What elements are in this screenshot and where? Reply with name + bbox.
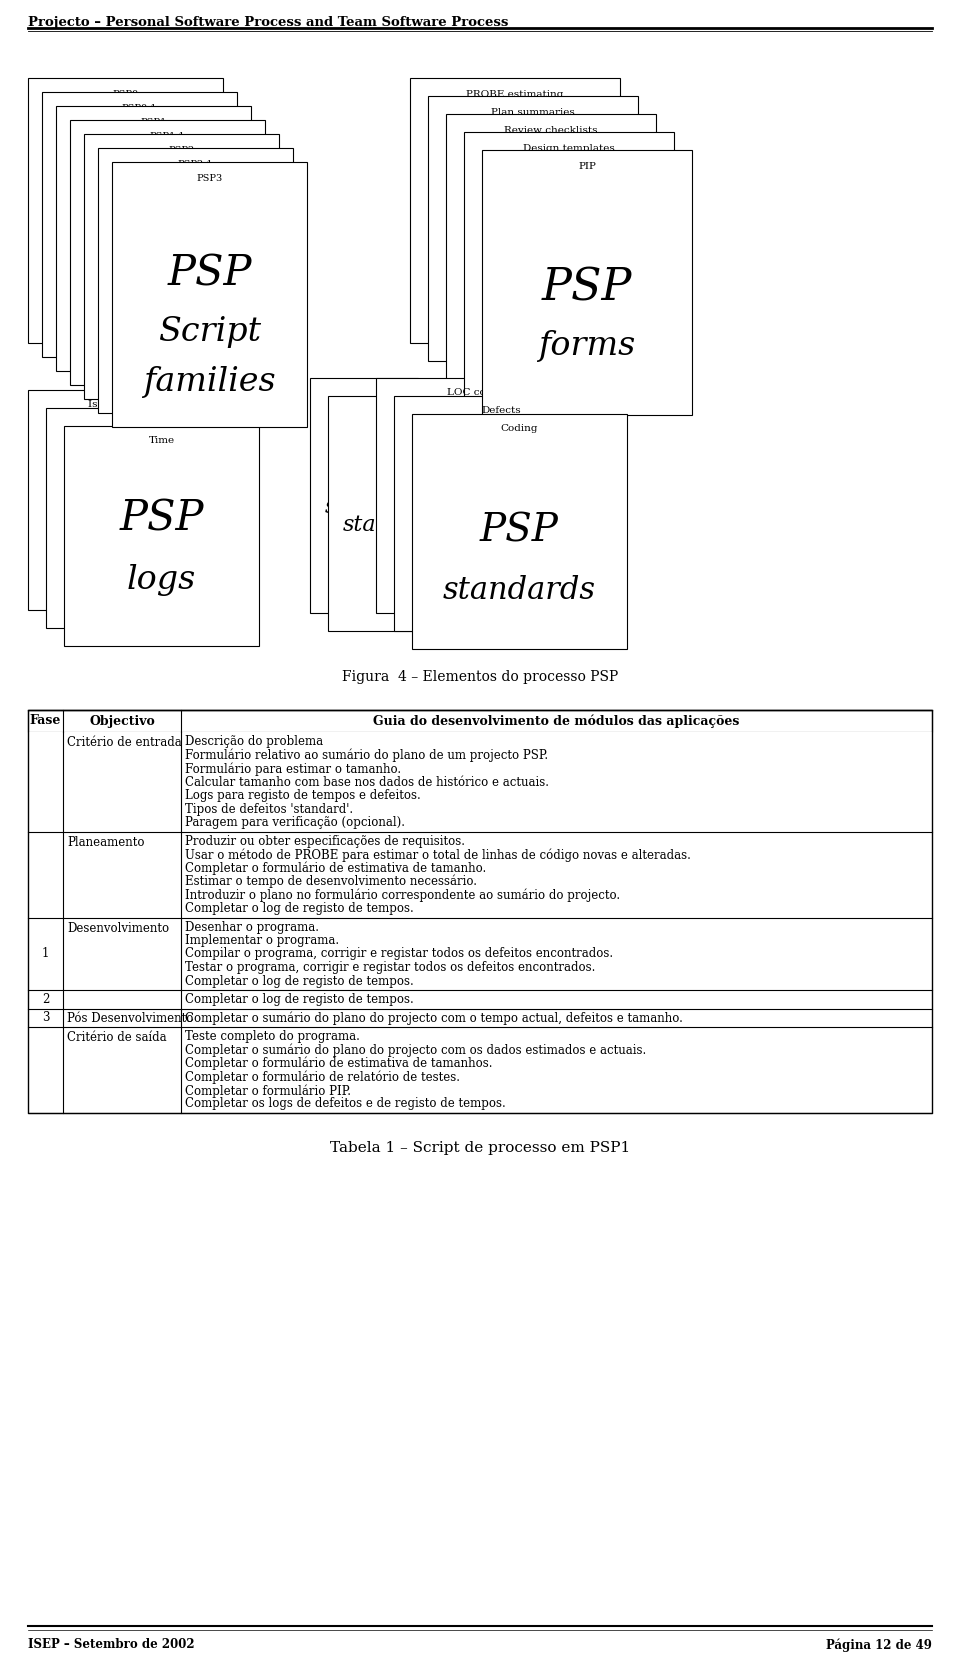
Bar bbox=[70, 119, 265, 385]
Text: Completar o formulário de relatório de testes.: Completar o formulário de relatório de t… bbox=[185, 1070, 460, 1083]
Bar bbox=[28, 390, 223, 611]
Text: Objectivo: Objectivo bbox=[89, 715, 155, 728]
Text: Plan summaries: Plan summaries bbox=[492, 108, 575, 118]
Bar bbox=[28, 831, 932, 917]
Text: Teste completo do programa.: Teste completo do programa. bbox=[185, 1030, 360, 1044]
Text: Issue tracking: Issue tracking bbox=[88, 400, 163, 410]
Bar bbox=[28, 732, 932, 831]
Text: Usar o método de PROBE para estimar o total de linhas de código novas e alterada: Usar o método de PROBE para estimar o to… bbox=[185, 848, 691, 861]
Text: Tipos de defeitos 'standard'.: Tipos de defeitos 'standard'. bbox=[185, 803, 353, 816]
Bar bbox=[394, 397, 609, 630]
Text: Calcular tamanho com base nos dados de histórico e actuais.: Calcular tamanho com base nos dados de h… bbox=[185, 775, 549, 788]
Text: Critério de entrada: Critério de entrada bbox=[67, 737, 181, 748]
Text: Fase: Fase bbox=[30, 715, 61, 728]
Text: PSP3: PSP3 bbox=[197, 174, 223, 182]
Bar bbox=[64, 426, 259, 645]
Text: forms: forms bbox=[539, 330, 636, 362]
Text: Guia do desenvolvimento de módulos das aplicações: Guia do desenvolvimento de módulos das a… bbox=[373, 715, 740, 728]
Text: PSP: PSP bbox=[541, 265, 633, 309]
Bar bbox=[46, 408, 241, 629]
Text: PSP0.1: PSP0.1 bbox=[122, 105, 157, 113]
Text: Formulário relativo ao sumário do plano de um projecto PSP.: Formulário relativo ao sumário do plano … bbox=[185, 748, 548, 761]
Text: Critério de saída: Critério de saída bbox=[67, 1030, 167, 1044]
Bar bbox=[28, 1027, 932, 1113]
Text: families: families bbox=[143, 367, 276, 398]
Text: Pós Desenvolvimento: Pós Desenvolvimento bbox=[67, 1012, 193, 1025]
Text: PSP: PSP bbox=[119, 498, 204, 539]
Text: standards: standards bbox=[443, 574, 596, 606]
Text: Implementar o programa.: Implementar o programa. bbox=[185, 934, 339, 947]
Text: Review checklists: Review checklists bbox=[504, 126, 598, 134]
Text: Completar os logs de defeitos e de registo de tempos.: Completar os logs de defeitos e de regis… bbox=[185, 1098, 506, 1110]
Bar bbox=[328, 397, 436, 630]
Bar bbox=[428, 96, 638, 362]
Bar bbox=[28, 990, 932, 1009]
Bar bbox=[56, 106, 251, 372]
Text: Planeamento: Planeamento bbox=[67, 836, 145, 848]
Text: PSP1: PSP1 bbox=[140, 118, 167, 128]
Text: Completar o formulário de estimativa de tamanhos.: Completar o formulário de estimativa de … bbox=[185, 1057, 492, 1070]
Text: Testar o programa, corrigir e registar todos os defeitos encontrados.: Testar o programa, corrigir e registar t… bbox=[185, 961, 595, 974]
Bar bbox=[28, 917, 932, 990]
Bar bbox=[98, 148, 293, 413]
Text: Completar o sumário do plano do projecto com o tempo actual, defeitos e tamanho.: Completar o sumário do plano do projecto… bbox=[185, 1012, 683, 1025]
Text: Figura  4 – Elementos do processo PSP: Figura 4 – Elementos do processo PSP bbox=[342, 670, 618, 684]
Text: PSP: PSP bbox=[480, 513, 559, 551]
Text: PSP2: PSP2 bbox=[168, 146, 195, 154]
Text: 3: 3 bbox=[41, 1012, 49, 1024]
Text: Tabela 1 – Script de processo em PSP1: Tabela 1 – Script de processo em PSP1 bbox=[330, 1141, 630, 1155]
Text: 1: 1 bbox=[42, 947, 49, 961]
Bar bbox=[310, 378, 418, 612]
Text: Completar o sumário do plano do projecto com os dados estimados e actuais.: Completar o sumário do plano do projecto… bbox=[185, 1044, 646, 1057]
Bar bbox=[482, 149, 692, 415]
Text: logs: logs bbox=[127, 564, 196, 596]
Text: Produzir ou obter especificações de requisitos.: Produzir ou obter especificações de requ… bbox=[185, 834, 465, 848]
Text: 2: 2 bbox=[42, 992, 49, 1005]
Text: Introduzir o plano no formulário correspondente ao sumário do projecto.: Introduzir o plano no formulário corresp… bbox=[185, 889, 620, 902]
Text: Compilar o programa, corrigir e registar todos os defeitos encontrados.: Compilar o programa, corrigir e registar… bbox=[185, 947, 613, 961]
Bar bbox=[446, 114, 656, 378]
Text: Script: Script bbox=[158, 315, 261, 348]
Bar bbox=[376, 378, 591, 612]
Text: Descrição do problema: Descrição do problema bbox=[185, 735, 324, 748]
Text: Paragem para verificação (opcional).: Paragem para verificação (opcional). bbox=[185, 816, 405, 830]
Bar bbox=[112, 163, 307, 426]
Text: Completar o formulário PIP.: Completar o formulário PIP. bbox=[185, 1083, 351, 1098]
Text: Logs para registo de tempos e defeitos.: Logs para registo de tempos e defeitos. bbox=[185, 790, 420, 801]
Text: Completar o formulário de estimativa de tamanho.: Completar o formulário de estimativa de … bbox=[185, 861, 487, 874]
Text: PSP2.1: PSP2.1 bbox=[178, 159, 213, 169]
Text: LOC counting: LOC counting bbox=[447, 388, 520, 397]
Text: Completar o log de registo de tempos.: Completar o log de registo de tempos. bbox=[185, 902, 414, 916]
Bar bbox=[28, 78, 223, 343]
Text: Formulário para estimar o tamanho.: Formulário para estimar o tamanho. bbox=[185, 761, 401, 775]
Text: sta: sta bbox=[343, 514, 376, 536]
Bar bbox=[28, 1009, 932, 1027]
Bar bbox=[28, 710, 932, 732]
Text: Completar o log de registo de tempos.: Completar o log de registo de tempos. bbox=[185, 994, 414, 1005]
Text: PSP0: PSP0 bbox=[112, 90, 138, 100]
Bar bbox=[28, 710, 932, 1113]
Text: Desenhar o programa.: Desenhar o programa. bbox=[185, 921, 319, 934]
Text: Página 12 de 49: Página 12 de 49 bbox=[827, 1637, 932, 1651]
Text: PROBE estimating: PROBE estimating bbox=[467, 90, 564, 100]
Text: Time: Time bbox=[149, 436, 175, 445]
Text: Design templates: Design templates bbox=[523, 144, 614, 153]
Text: PSP: PSP bbox=[167, 252, 252, 294]
Bar bbox=[412, 415, 627, 649]
Text: ISEP – Setembro de 2002: ISEP – Setembro de 2002 bbox=[28, 1637, 195, 1651]
Text: sta: sta bbox=[325, 496, 359, 518]
Bar bbox=[42, 91, 237, 357]
Text: Defects: Defects bbox=[482, 406, 521, 415]
Bar bbox=[410, 78, 620, 343]
Text: PIP: PIP bbox=[578, 163, 596, 171]
Text: Defects: Defects bbox=[124, 418, 163, 426]
Text: Completar o log de registo de tempos.: Completar o log de registo de tempos. bbox=[185, 974, 414, 987]
Text: PSP1.1: PSP1.1 bbox=[150, 133, 185, 141]
Text: Coding: Coding bbox=[501, 425, 539, 433]
Text: Desenvolvimento: Desenvolvimento bbox=[67, 921, 169, 934]
Text: Estimar o tempo de desenvolvimento necessário.: Estimar o tempo de desenvolvimento neces… bbox=[185, 874, 477, 889]
Bar bbox=[464, 133, 674, 397]
Bar bbox=[84, 134, 279, 400]
Text: Projecto – Personal Software Process and Team Software Process: Projecto – Personal Software Process and… bbox=[28, 17, 509, 28]
